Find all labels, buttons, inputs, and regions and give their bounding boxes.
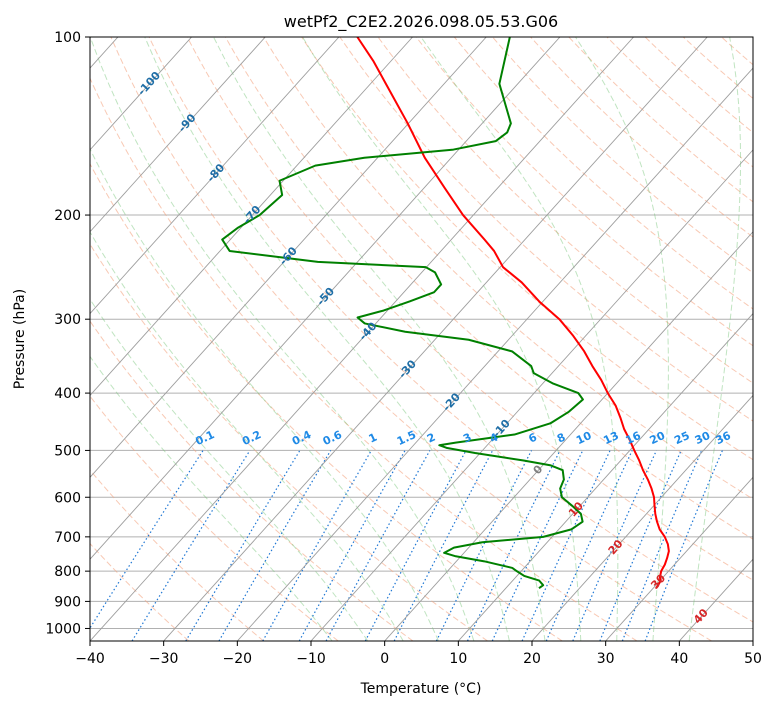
dry-adiabat [90,320,414,641]
mixing-ratio-label: 30 [693,429,713,447]
dry-adiabat [606,37,753,168]
isotherm-line [90,37,340,315]
moist-adiabat [144,37,510,641]
sounding-profiles [221,37,670,590]
mixing-ratio-line [572,450,658,641]
x-tick-label: 20 [523,651,541,667]
moist-adiabat [420,37,619,641]
isotherm-line [90,37,561,560]
mixing-ratio-line [599,450,682,641]
x-axis: −40 −30 −20 −10 0 10 20 30 40 50 [75,641,762,667]
moist-adiabats [90,37,742,641]
pressure-gridlines [90,37,753,629]
dry-adiabat [110,37,712,641]
moist-adiabat [575,37,669,641]
y-tick-label: 600 [54,490,81,506]
moist-adiabat [213,37,546,641]
y-axis: 100 200 300 400 500 600 700 800 900 1000 [45,30,90,637]
dry-adiabat [90,469,264,641]
mixing-ratio-label: 10 [574,429,594,447]
mixing-ratio-line [644,450,723,641]
y-tick-label: 700 [54,530,81,546]
isotherm-line [90,37,266,233]
plot-frame [89,36,754,642]
mixing-ratio-label: 13 [601,429,620,447]
isotherms [90,37,753,641]
y-axis-title: Pressure (hPa) [12,289,28,389]
y-tick-label: 100 [54,30,81,46]
mixing-ratio-line [90,450,204,630]
isotherm-line [90,37,192,151]
x-tick-label: 40 [670,651,688,667]
temperature-profile [356,37,670,589]
dry-adiabat [224,37,753,540]
x-tick-label: −40 [75,651,105,667]
y-tick-label: 300 [54,312,81,328]
x-tick-label: −20 [223,651,253,667]
mixing-ratio-line [298,450,406,641]
mixing-ratio-line [621,450,703,641]
y-tick-label: 900 [54,594,81,610]
mixing-ratio-line [545,450,633,641]
y-tick-label: 800 [54,564,81,580]
isotherm-line [236,67,753,641]
isotherm-line [384,231,753,641]
isotherm-line [457,312,753,641]
mixing-ratio-label: 25 [672,429,691,447]
moist-adiabat [302,37,582,641]
moist-adiabat [90,298,369,641]
isotherm-line [531,394,753,641]
x-tick-label: 10 [449,651,467,667]
isotherm-line [90,37,634,641]
x-tick-label: 30 [597,651,615,667]
mixing-ratio-label: 20 [648,429,668,447]
dewpoint-profile [221,37,584,590]
y-tick-label: 200 [54,208,81,224]
dry-adiabat [568,37,753,203]
isotherm-line [605,476,753,641]
moist-adiabat [90,147,439,641]
x-tick-label: 0 [380,651,389,667]
mixing-ratio-line [325,450,431,641]
dry-adiabat [90,243,488,641]
y-tick-label: 400 [54,386,81,402]
isotherm-line [310,149,753,641]
x-axis-title: Temperature (°C) [360,681,482,697]
chart-title: wetPf2_C2E2.2026.098.05.53.G06 [284,12,558,32]
moist-adiabat [688,37,742,641]
dry-adiabat [186,37,753,581]
x-tick-label: 50 [744,651,762,667]
isotherm-line [163,37,708,641]
y-tick-label: 1000 [45,621,81,637]
dry-adiabat [90,395,339,641]
isotherm-line [90,37,413,397]
dry-adiabat [90,162,563,641]
mixing-ratio-label: 36 [714,429,734,447]
mixing-ratio-label: 16 [624,429,644,447]
y-tick-label: 500 [54,443,81,459]
dry-adiabat [263,37,753,500]
x-tick-label: −30 [149,651,179,667]
isotherm-line [90,37,487,478]
x-tick-label: −10 [296,651,326,667]
dry-adiabat [301,37,753,461]
moist-adiabat [90,355,333,641]
dry-adiabat [148,37,753,623]
mixing-ratio-line [262,450,372,641]
moist-adiabat [90,37,475,641]
mixing-ratio-line [435,450,533,641]
